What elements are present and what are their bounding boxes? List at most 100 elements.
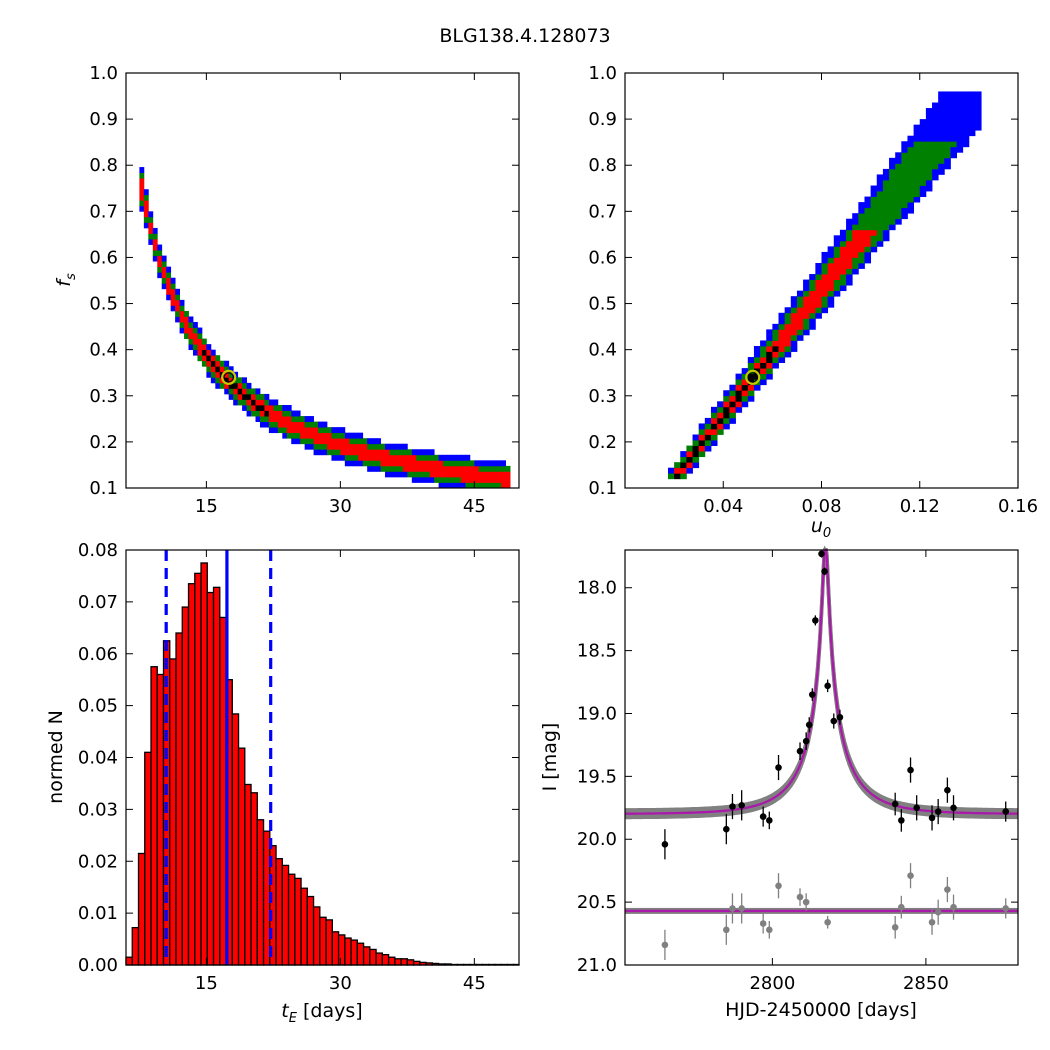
likelihood-cell-2sigma: [219, 360, 225, 367]
likelihood-cell-3sigma: [443, 454, 448, 461]
likelihood-cell-2sigma: [870, 224, 878, 231]
likelihood-cell-3sigma: [944, 91, 951, 98]
likelihood-cell-2sigma: [919, 146, 927, 153]
likelihood-cell-best: [206, 355, 212, 362]
y-tick-label: 0.1: [588, 478, 617, 499]
likelihood-cell-1sigma: [295, 427, 301, 434]
likelihood-cell-3sigma: [975, 124, 982, 131]
histogram-bar: [250, 792, 258, 966]
likelihood-cell-1sigma: [259, 410, 265, 417]
likelihood-cell-3sigma: [950, 146, 957, 153]
likelihood-cell-3sigma: [858, 262, 865, 269]
likelihood-cell-3sigma: [358, 432, 364, 439]
likelihood-cell-1sigma: [139, 178, 145, 185]
likelihood-cell-best: [723, 406, 730, 413]
likelihood-cell-3sigma: [157, 244, 163, 251]
likelihood-cell-2sigma: [425, 454, 431, 461]
likelihood-cell-1sigma: [380, 454, 386, 461]
likelihood-cell-2sigma: [839, 279, 847, 286]
likelihood-cell-3sigma: [907, 141, 915, 148]
likelihood-cell-3sigma: [950, 135, 957, 142]
histogram-bar: [219, 616, 227, 966]
likelihood-cell-3sigma: [846, 224, 853, 231]
likelihood-cell-1sigma: [425, 460, 431, 467]
likelihood-cell-2sigma: [291, 416, 297, 422]
likelihood-cell-2sigma: [487, 465, 493, 472]
likelihood-cell-1sigma: [420, 460, 426, 467]
likelihood-cell-3sigma: [309, 416, 314, 422]
data-point-black: [661, 840, 669, 848]
histogram-bar: [306, 895, 315, 966]
likelihood-cell-best: [704, 434, 712, 441]
likelihood-cell-1sigma: [188, 333, 194, 339]
likelihood-cell-best: [698, 440, 706, 446]
likelihood-cell-3sigma: [438, 482, 444, 489]
likelihood-cell-3sigma: [968, 91, 976, 98]
likelihood-cell-1sigma: [434, 465, 440, 472]
histogram-bar: [194, 572, 202, 966]
likelihood-cell-1sigma: [438, 471, 444, 478]
likelihood-cell-2sigma: [790, 334, 798, 341]
likelihood-cell-2sigma: [932, 157, 939, 164]
likelihood-cell-1sigma: [139, 189, 145, 196]
likelihood-cell-1sigma: [425, 465, 431, 472]
likelihood-cell-1sigma: [201, 355, 207, 362]
likelihood-cell-1sigma: [318, 432, 323, 439]
likelihood-cell-2sigma: [870, 213, 878, 220]
likelihood-cell-1sigma: [420, 465, 426, 472]
likelihood-cell-3sigma: [815, 312, 822, 319]
likelihood-cell-2sigma: [331, 432, 337, 439]
likelihood-cell-3sigma: [367, 465, 373, 472]
likelihood-cell-3sigma: [938, 102, 945, 109]
likelihood-cell-1sigma: [821, 285, 829, 292]
likelihood-cell-3sigma: [975, 113, 982, 120]
likelihood-cell-2sigma: [852, 257, 859, 264]
data-point-grey: [738, 905, 745, 912]
likelihood-cell-2sigma: [318, 427, 323, 434]
likelihood-cell-3sigma: [944, 163, 951, 170]
likelihood-cell-3sigma: [376, 465, 381, 472]
likelihood-cell-3sigma: [968, 108, 976, 114]
best-fit-marker: [745, 369, 761, 385]
histogram-bar: [325, 919, 333, 966]
likelihood-cell-best: [723, 412, 730, 419]
likelihood-cell-2sigma: [913, 179, 921, 186]
likelihood-cell-best: [242, 393, 247, 400]
data-point-grey: [907, 872, 914, 880]
likelihood-cell-3sigma: [224, 360, 230, 367]
y-tick-label: 0.9: [89, 109, 118, 130]
data-point-black: [830, 717, 838, 725]
histogram-bar: [169, 658, 177, 966]
likelihood-cell-3sigma: [371, 438, 377, 445]
likelihood-cell-2sigma: [710, 434, 718, 441]
likelihood-cell-2sigma: [919, 163, 927, 170]
likelihood-cell-1sigma: [233, 388, 239, 395]
likelihood-cell-2sigma: [760, 373, 767, 380]
likelihood-cell-2sigma: [913, 174, 921, 181]
likelihood-cell-3sigma: [161, 255, 167, 262]
likelihood-cell-2sigma: [882, 224, 890, 231]
likelihood-cell-1sigma: [778, 345, 786, 352]
y-tick-label: 0.03: [78, 799, 118, 820]
likelihood-cell-1sigma: [796, 312, 804, 319]
likelihood-cell-2sigma: [889, 202, 896, 209]
likelihood-cell-3sigma: [938, 130, 945, 137]
histogram-bar: [281, 864, 290, 966]
panel-fs-vs-tE: 15 30 45 0.1 0.2 0.3 0.4 0.5 0.6 0.7 0.8 0.9 1.0 fs: [53, 63, 520, 517]
likelihood-cell-2sigma: [228, 388, 234, 395]
data-point-grey: [891, 923, 899, 931]
likelihood-cell-best: [760, 362, 767, 369]
likelihood-cell-2sigma: [932, 146, 939, 153]
likelihood-cell-2sigma: [389, 449, 395, 456]
likelihood-cell-2sigma: [483, 482, 489, 489]
likelihood-cell-2sigma: [313, 421, 319, 428]
likelihood-cell-3sigma: [487, 460, 493, 467]
likelihood-cell-3sigma: [371, 465, 377, 472]
histogram-bar: [350, 939, 358, 966]
likelihood-cell-1sigma: [376, 449, 381, 456]
likelihood-cell-3sigma: [827, 251, 835, 258]
model-curve-upper: [625, 548, 1018, 815]
likelihood-cell-2sigma: [895, 185, 902, 192]
likelihood-cell-2sigma: [478, 482, 484, 489]
likelihood-cell-1sigma: [371, 454, 377, 461]
